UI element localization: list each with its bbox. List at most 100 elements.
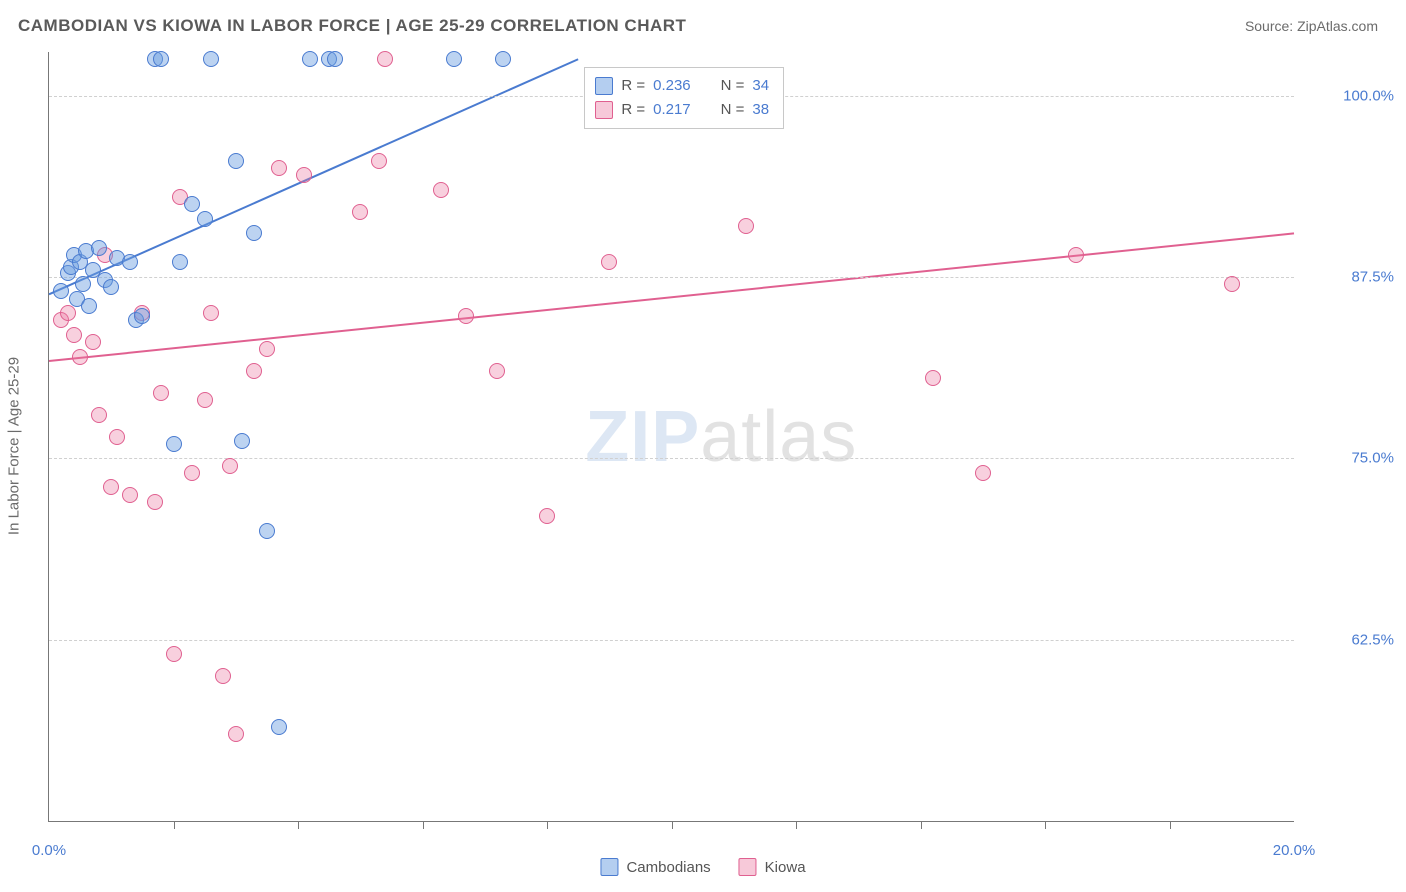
point-kiowa	[1224, 276, 1240, 292]
watermark: ZIPatlas	[585, 396, 857, 478]
point-cambodians	[134, 308, 150, 324]
point-cambodians	[302, 51, 318, 67]
point-kiowa	[371, 153, 387, 169]
point-kiowa	[147, 494, 163, 510]
r-label: R =	[621, 98, 645, 122]
point-kiowa	[259, 341, 275, 357]
point-cambodians	[166, 436, 182, 452]
swatch-icon	[595, 77, 613, 95]
n-value: 38	[752, 98, 769, 122]
point-cambodians	[259, 523, 275, 539]
point-cambodians	[81, 298, 97, 314]
gridline-h	[49, 277, 1294, 278]
x-tick	[298, 821, 299, 829]
x-tick	[1170, 821, 1171, 829]
gridline-h	[49, 458, 1294, 459]
gridline-h	[49, 640, 1294, 641]
swatch-icon	[595, 101, 613, 119]
point-kiowa	[296, 167, 312, 183]
y-tick-label: 62.5%	[1304, 631, 1394, 648]
point-kiowa	[85, 334, 101, 350]
swatch-cambodians-icon	[600, 858, 618, 876]
point-kiowa	[222, 458, 238, 474]
point-kiowa	[458, 308, 474, 324]
point-cambodians	[91, 240, 107, 256]
r-value: 0.236	[653, 74, 691, 98]
point-cambodians	[197, 211, 213, 227]
point-cambodians	[153, 51, 169, 67]
legend-label-kiowa: Kiowa	[765, 859, 806, 876]
x-tick	[672, 821, 673, 829]
point-kiowa	[203, 305, 219, 321]
point-kiowa	[197, 392, 213, 408]
point-cambodians	[203, 51, 219, 67]
point-kiowa	[246, 363, 262, 379]
point-kiowa	[489, 363, 505, 379]
point-kiowa	[601, 254, 617, 270]
chart-plot-area: ZIPatlas 62.5%75.0%87.5%100.0%0.0%20.0%R…	[48, 52, 1294, 822]
point-cambodians	[446, 51, 462, 67]
point-cambodians	[271, 719, 287, 735]
x-tick	[174, 821, 175, 829]
point-kiowa	[377, 51, 393, 67]
legend-label-cambodians: Cambodians	[626, 859, 710, 876]
point-kiowa	[109, 429, 125, 445]
watermark-zip: ZIP	[585, 397, 700, 477]
x-label-right: 20.0%	[1273, 842, 1316, 859]
y-tick-label: 87.5%	[1304, 268, 1394, 285]
point-cambodians	[122, 254, 138, 270]
point-kiowa	[66, 327, 82, 343]
point-cambodians	[53, 283, 69, 299]
point-kiowa	[122, 487, 138, 503]
point-kiowa	[352, 204, 368, 220]
point-cambodians	[228, 153, 244, 169]
point-kiowa	[975, 465, 991, 481]
point-kiowa	[184, 465, 200, 481]
point-kiowa	[228, 726, 244, 742]
point-cambodians	[184, 196, 200, 212]
n-label: N =	[721, 74, 745, 98]
point-kiowa	[166, 646, 182, 662]
stats-row: R = 0.217 N = 38	[595, 98, 769, 122]
x-tick	[796, 821, 797, 829]
point-kiowa	[153, 385, 169, 401]
point-cambodians	[103, 279, 119, 295]
point-cambodians	[75, 276, 91, 292]
y-tick-label: 100.0%	[1304, 87, 1394, 104]
y-axis-label: In Labor Force | Age 25-29	[6, 357, 23, 535]
watermark-atlas: atlas	[700, 397, 857, 477]
x-tick	[1045, 821, 1046, 829]
point-kiowa	[215, 668, 231, 684]
point-kiowa	[738, 218, 754, 234]
point-kiowa	[1068, 247, 1084, 263]
point-kiowa	[91, 407, 107, 423]
x-tick	[921, 821, 922, 829]
point-kiowa	[103, 479, 119, 495]
point-cambodians	[172, 254, 188, 270]
point-kiowa	[60, 305, 76, 321]
r-label: R =	[621, 74, 645, 98]
point-cambodians	[495, 51, 511, 67]
point-cambodians	[246, 225, 262, 241]
stats-row: R = 0.236 N = 34	[595, 74, 769, 98]
y-tick-label: 75.0%	[1304, 450, 1394, 467]
x-label-left: 0.0%	[32, 842, 66, 859]
point-kiowa	[925, 370, 941, 386]
point-cambodians	[327, 51, 343, 67]
n-value: 34	[752, 74, 769, 98]
legend-item-cambodians: Cambodians	[600, 858, 710, 876]
swatch-kiowa-icon	[739, 858, 757, 876]
chart-title: CAMBODIAN VS KIOWA IN LABOR FORCE | AGE …	[18, 16, 686, 36]
x-tick	[423, 821, 424, 829]
point-kiowa	[539, 508, 555, 524]
legend-item-kiowa: Kiowa	[739, 858, 806, 876]
point-kiowa	[433, 182, 449, 198]
n-label: N =	[721, 98, 745, 122]
point-kiowa	[271, 160, 287, 176]
x-tick	[547, 821, 548, 829]
point-cambodians	[234, 433, 250, 449]
stats-legend-box: R = 0.236 N = 34 R = 0.217 N = 38	[584, 67, 784, 129]
source-label: Source: ZipAtlas.com	[1245, 18, 1378, 34]
point-kiowa	[72, 349, 88, 365]
r-value: 0.217	[653, 98, 691, 122]
